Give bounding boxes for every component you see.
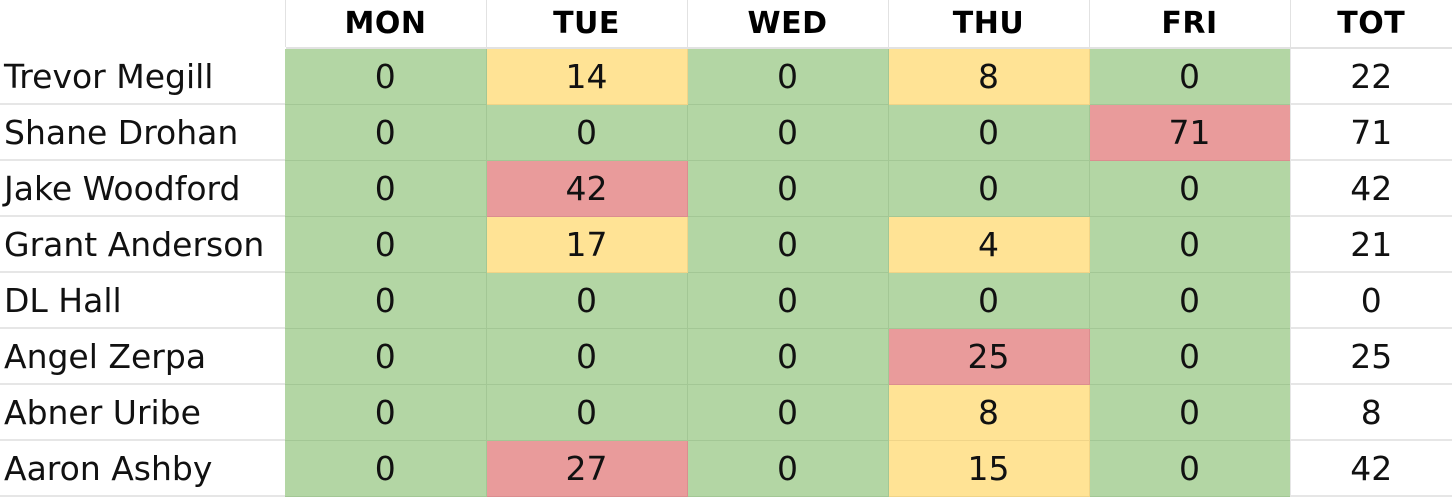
pitch-count-cell-wed: 0 [687, 384, 889, 441]
pitch-count-cell-tue: 0 [486, 104, 688, 161]
pitch-count-cell-mon: 0 [285, 104, 487, 161]
total-cell: 8 [1289, 384, 1452, 441]
pitch-count-cell-mon: 0 [285, 440, 487, 497]
column-header-name [0, 0, 285, 49]
player-name-cell: Aaron Ashby [0, 440, 285, 497]
column-header-mon: MON [284, 0, 486, 49]
pitch-count-cell-tue: 17 [486, 216, 688, 273]
pitch-count-cell-thu: 8 [888, 48, 1090, 105]
total-cell: 42 [1289, 160, 1452, 217]
table-row: Abner Uribe 0 0 0 8 0 8 [0, 384, 1452, 441]
pitch-count-cell-mon: 0 [285, 216, 487, 273]
pitch-count-cell-tue: 42 [486, 160, 688, 217]
pitch-count-cell-thu: 8 [888, 384, 1090, 441]
pitch-count-cell-fri: 0 [1089, 48, 1291, 105]
pitch-count-cell-wed: 0 [687, 440, 889, 497]
pitch-count-cell-fri: 0 [1089, 440, 1291, 497]
table-row: Grant Anderson 0 17 0 4 0 21 [0, 216, 1452, 273]
column-header-fri: FRI [1088, 0, 1290, 49]
total-cell: 42 [1289, 440, 1452, 497]
pitch-count-cell-mon: 0 [285, 384, 487, 441]
pitch-count-cell-wed: 0 [687, 216, 889, 273]
pitch-count-cell-fri: 0 [1089, 272, 1291, 329]
player-name-cell: Abner Uribe [0, 384, 285, 441]
table-row: Angel Zerpa 0 0 0 25 0 25 [0, 328, 1452, 385]
player-name-cell: Angel Zerpa [0, 328, 285, 385]
pitch-count-cell-fri: 0 [1089, 328, 1291, 385]
column-header-wed: WED [686, 0, 888, 49]
total-cell: 22 [1289, 48, 1452, 105]
pitch-count-cell-mon: 0 [285, 160, 487, 217]
pitch-count-cell-tue: 14 [486, 48, 688, 105]
column-header-thu: THU [887, 0, 1089, 49]
pitch-count-cell-wed: 0 [687, 328, 889, 385]
pitch-count-cell-tue: 0 [486, 384, 688, 441]
pitch-count-cell-wed: 0 [687, 272, 889, 329]
table-body: Trevor Megill 0 14 0 8 0 22 Shane Drohan 0 0 0 0 71 7… [0, 48, 1452, 497]
pitch-count-cell-wed: 0 [687, 104, 889, 161]
header-row: MON TUE WED THU FRI TOT [0, 0, 1452, 49]
total-cell: 25 [1289, 328, 1452, 385]
pitch-count-cell-tue: 0 [486, 272, 688, 329]
pitch-count-cell-wed: 0 [687, 160, 889, 217]
total-cell: 21 [1289, 216, 1452, 273]
pitch-count-cell-mon: 0 [285, 48, 487, 105]
pitch-count-cell-thu: 0 [888, 272, 1090, 329]
pitch-count-cell-thu: 25 [888, 328, 1090, 385]
pitch-count-cell-mon: 0 [285, 328, 487, 385]
player-name-cell: Grant Anderson [0, 216, 285, 273]
pitch-count-cell-mon: 0 [285, 272, 487, 329]
pitch-count-cell-thu: 15 [888, 440, 1090, 497]
pitch-count-cell-thu: 4 [888, 216, 1090, 273]
player-name-cell: DL Hall [0, 272, 285, 329]
table-row: Jake Woodford 0 42 0 0 0 42 [0, 160, 1452, 217]
player-name-cell: Trevor Megill [0, 48, 285, 105]
column-header-tot: TOT [1289, 0, 1452, 49]
table-row: Shane Drohan 0 0 0 0 71 71 [0, 104, 1452, 161]
table-row: Aaron Ashby 0 27 0 15 0 42 [0, 440, 1452, 497]
pitch-count-cell-thu: 0 [888, 160, 1090, 217]
table-row: DL Hall 0 0 0 0 0 0 [0, 272, 1452, 329]
player-name-cell: Jake Woodford [0, 160, 285, 217]
table-row: Trevor Megill 0 14 0 8 0 22 [0, 48, 1452, 105]
total-cell: 0 [1289, 272, 1452, 329]
pitch-count-cell-tue: 0 [486, 328, 688, 385]
player-name-cell: Shane Drohan [0, 104, 285, 161]
pitch-count-cell-thu: 0 [888, 104, 1090, 161]
pitch-count-cell-fri: 0 [1089, 160, 1291, 217]
column-header-tue: TUE [485, 0, 687, 49]
pitch-count-cell-fri: 0 [1089, 216, 1291, 273]
pitch-count-cell-fri: 0 [1089, 384, 1291, 441]
pitch-count-cell-tue: 27 [486, 440, 688, 497]
total-cell: 71 [1289, 104, 1452, 161]
pitch-count-cell-wed: 0 [687, 48, 889, 105]
table-header: MON TUE WED THU FRI TOT [0, 0, 1452, 49]
pitch-count-cell-fri: 71 [1089, 104, 1291, 161]
